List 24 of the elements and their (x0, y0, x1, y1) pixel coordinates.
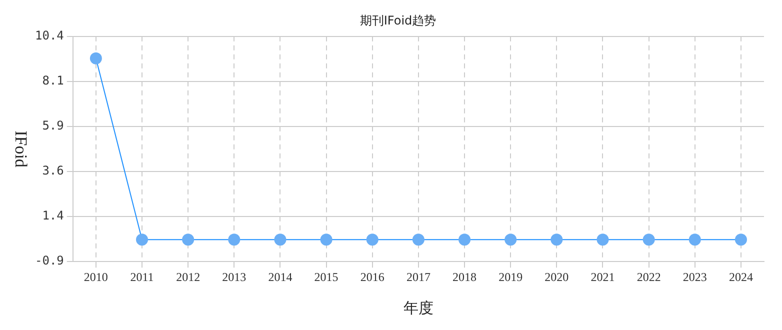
y-tick-label: -0.9 (34, 254, 64, 268)
x-tick-label: 2010 (84, 270, 108, 284)
x-tick-label: 2024 (728, 270, 753, 284)
x-tick-label: 2018 (452, 270, 477, 284)
x-tick-label: 2019 (498, 270, 523, 284)
chart-title: 期刊IFoid趋势 (360, 13, 436, 28)
x-tick-label: 2011 (130, 270, 154, 284)
x-tick-label: 2017 (406, 270, 430, 284)
y-tick-label: 10.4 (34, 28, 64, 43)
x-tick-label: 2021 (590, 270, 615, 284)
x-tick-label: 2020 (544, 270, 569, 284)
x-tick-label: 2016 (360, 270, 384, 284)
x-tick-label: 2013 (222, 270, 246, 284)
x-tick-label: 2023 (682, 270, 707, 284)
y-tick-label: 5.9 (42, 118, 64, 133)
x-axis-title: 年度 (403, 298, 434, 317)
y-axis-title: IFoid (12, 130, 31, 168)
x-tick-label: 2015 (314, 270, 338, 284)
x-tick-label: 2022 (636, 270, 661, 284)
y-tick-label: 8.1 (42, 74, 64, 88)
x-tick-label: 2014 (268, 270, 292, 284)
x-tick-label: 2012 (176, 270, 200, 284)
y-tick-label: 1.4 (42, 208, 64, 223)
y-tick-label: 3.6 (42, 164, 64, 178)
